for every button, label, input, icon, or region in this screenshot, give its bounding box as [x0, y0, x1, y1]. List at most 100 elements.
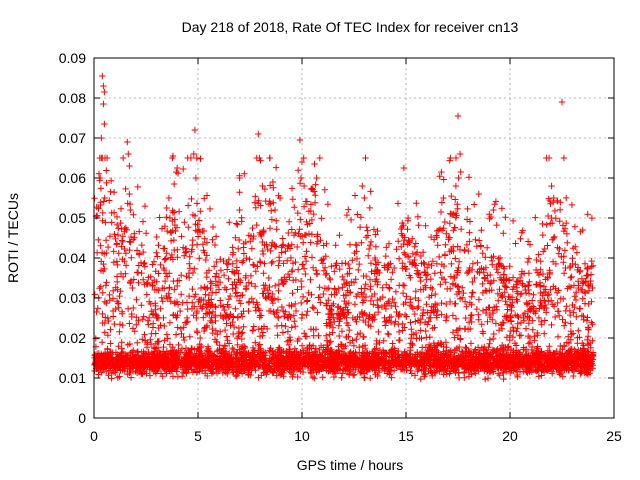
data-point — [424, 347, 431, 354]
data-point — [374, 302, 381, 309]
data-point — [584, 211, 591, 218]
data-point — [365, 252, 372, 259]
data-point — [206, 309, 213, 317]
data-point — [138, 302, 145, 309]
data-point — [352, 241, 359, 248]
data-point — [117, 219, 124, 227]
data-point — [372, 231, 379, 238]
data-point — [278, 303, 286, 311]
data-point — [545, 291, 552, 298]
data-point — [556, 218, 563, 225]
data-point — [297, 216, 304, 223]
data-point — [145, 321, 152, 328]
data-point — [385, 240, 393, 247]
data-point — [367, 260, 375, 267]
data-point — [588, 257, 595, 265]
data-point — [564, 239, 571, 246]
data-point — [105, 317, 112, 325]
data-point — [246, 256, 253, 263]
data-point — [478, 227, 485, 234]
data-point — [274, 313, 282, 321]
data-point — [509, 333, 517, 341]
data-point — [252, 204, 259, 211]
data-point — [110, 259, 117, 266]
data-point — [301, 253, 309, 260]
data-point — [136, 228, 143, 235]
data-point — [181, 252, 188, 259]
data-point — [478, 321, 485, 328]
data-point — [384, 330, 391, 337]
data-point — [209, 223, 217, 231]
data-point — [133, 296, 140, 303]
data-point — [437, 208, 445, 216]
data-point — [487, 271, 494, 279]
data-point — [584, 333, 592, 340]
data-point — [344, 322, 352, 329]
data-point — [467, 340, 475, 347]
data-point — [238, 335, 245, 343]
data-point — [407, 367, 414, 374]
data-point — [278, 249, 285, 256]
data-point — [324, 201, 332, 208]
data-point — [236, 189, 243, 196]
data-point — [367, 297, 375, 304]
data-point — [463, 345, 470, 352]
data-point — [469, 278, 476, 286]
data-point — [517, 235, 524, 242]
data-point — [249, 326, 257, 334]
data-point — [357, 368, 364, 375]
data-point — [268, 259, 275, 267]
data-point — [588, 214, 596, 222]
data-point — [403, 366, 410, 374]
data-point — [539, 231, 546, 239]
data-point — [212, 317, 219, 325]
data-point — [163, 250, 170, 257]
data-point — [562, 319, 569, 326]
data-point — [110, 287, 117, 295]
data-point — [225, 296, 232, 303]
data-point — [211, 312, 219, 319]
data-point — [163, 204, 170, 212]
data-point — [221, 342, 229, 349]
data-point — [421, 371, 428, 378]
data-point — [430, 308, 438, 315]
data-point — [423, 264, 431, 271]
data-point — [189, 285, 196, 293]
data-point — [224, 266, 231, 273]
data-point — [274, 332, 281, 339]
data-point — [115, 250, 122, 257]
data-point — [295, 266, 302, 273]
data-point — [389, 295, 396, 303]
data-point — [149, 261, 156, 268]
data-point — [325, 316, 333, 323]
data-point — [276, 257, 283, 265]
data-point — [346, 326, 353, 334]
data-point — [560, 270, 568, 277]
data-point — [389, 269, 396, 276]
data-point — [355, 266, 362, 274]
data-point — [197, 284, 205, 292]
data-point — [395, 238, 402, 245]
data-point — [436, 253, 443, 261]
data-point — [117, 205, 125, 212]
data-point — [534, 332, 541, 339]
data-point — [289, 260, 297, 267]
data-point — [183, 273, 190, 280]
data-point — [382, 252, 389, 260]
data-point — [401, 311, 409, 319]
data-point — [175, 208, 183, 215]
data-point — [466, 299, 474, 306]
data-point — [336, 265, 343, 273]
data-point — [303, 218, 310, 226]
data-point — [113, 221, 121, 229]
data-point — [372, 371, 379, 378]
data-point — [374, 259, 382, 266]
data-point — [288, 185, 296, 192]
data-point — [497, 291, 505, 299]
data-point — [126, 354, 134, 361]
data-point — [139, 336, 146, 343]
data-point — [371, 290, 378, 298]
data-point — [108, 209, 115, 217]
data-point — [212, 327, 220, 334]
